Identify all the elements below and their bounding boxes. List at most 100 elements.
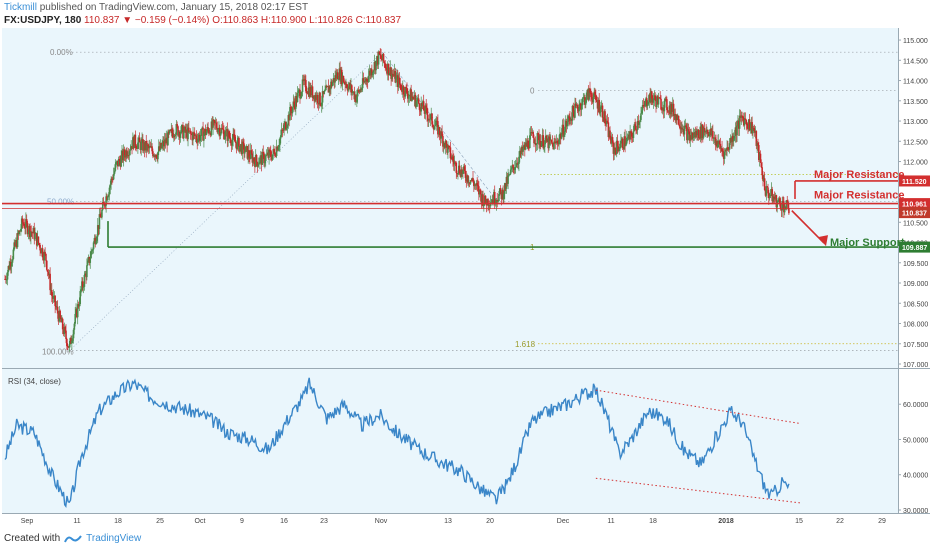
price-candle — [430, 113, 433, 115]
price-candle — [382, 53, 385, 62]
price-candle — [734, 127, 737, 136]
price-candle — [743, 118, 746, 126]
resistance-1-price-tag: 111.520 — [902, 179, 927, 186]
price-candle — [277, 147, 280, 151]
tradingview-brand[interactable]: TradingView — [86, 533, 142, 544]
symbol-line: FX:USDJPY, 180 110.837 ▼ −0.159 (−0.14%)… — [4, 15, 401, 26]
price-candle — [584, 97, 586, 105]
time-tick-label: 25 — [156, 518, 164, 525]
price-candle — [351, 92, 354, 94]
price-candle — [247, 149, 249, 159]
time-tick-label: 22 — [836, 518, 844, 525]
price-candle — [177, 126, 179, 136]
price-candle — [292, 101, 295, 108]
price-candle — [401, 89, 403, 93]
price-candle — [156, 157, 158, 160]
price-candle — [783, 206, 786, 213]
price-candle — [515, 163, 518, 168]
price-candle — [492, 199, 494, 203]
price-candle — [167, 131, 169, 146]
price-candle — [169, 130, 172, 131]
price-candle — [243, 143, 245, 154]
price-candle — [143, 142, 146, 151]
price-candle — [263, 153, 265, 164]
price-candle — [245, 146, 248, 147]
price-candle — [178, 132, 181, 138]
price-candle — [675, 114, 677, 121]
price-candle — [376, 56, 378, 61]
price-tick-label: 108.000 — [903, 322, 928, 329]
price-candle — [524, 144, 526, 150]
time-tick-label: 18 — [649, 518, 657, 525]
price-candle — [56, 306, 58, 308]
price-candle — [76, 309, 78, 318]
price-candle — [506, 176, 509, 184]
price-candle — [508, 174, 511, 176]
price-candle — [146, 144, 148, 151]
price-candle — [479, 189, 482, 195]
price-candle — [412, 97, 415, 100]
price-candle — [459, 173, 462, 177]
price-candle — [424, 105, 427, 114]
price-candle — [769, 194, 772, 196]
ohlc-values: O:110.863 H:110.900 L:110.826 C:110.837 — [212, 15, 402, 26]
price-candle — [239, 145, 241, 152]
price-candle — [171, 128, 173, 134]
price-candle — [229, 137, 231, 139]
price-candle — [726, 147, 728, 151]
price-candle — [326, 86, 329, 87]
price-candle — [260, 155, 263, 165]
price-candle — [152, 151, 154, 157]
price-candle — [227, 131, 229, 141]
price-candle — [324, 90, 326, 92]
price-candle — [412, 96, 414, 98]
price-candle — [40, 248, 43, 254]
price-candle — [153, 155, 156, 157]
price-candle — [116, 160, 118, 163]
price-candle — [676, 115, 679, 121]
price-candle — [397, 77, 400, 88]
price-candle — [150, 146, 153, 148]
price-candle — [471, 178, 473, 181]
price-candle — [293, 101, 295, 104]
price-candle — [573, 111, 575, 118]
price-candle — [391, 73, 394, 75]
price-candle — [366, 81, 369, 82]
price-candle — [632, 131, 635, 139]
price-candle — [544, 140, 546, 148]
published-text: published on TradingView.com, January 15… — [39, 2, 309, 13]
price-candle — [449, 147, 452, 159]
price-candle — [737, 120, 740, 129]
price-candle — [17, 233, 20, 235]
rsi-layer: RSI (34, close) — [4, 377, 801, 509]
price-candle — [727, 147, 729, 150]
price-candle — [694, 131, 697, 138]
price-candle — [601, 105, 604, 118]
price-candle — [765, 186, 768, 196]
price-candle — [37, 236, 40, 244]
price-candle — [486, 199, 489, 206]
price-candle — [164, 139, 167, 144]
price-candle — [542, 135, 544, 149]
price-candle — [428, 119, 431, 121]
rsi-axis-ticks: 60.0000 50.0000 40.0000 30.0000 — [898, 402, 928, 515]
price-candle — [319, 92, 321, 105]
price-tick-label: 114.000 — [903, 79, 928, 86]
price-candle — [69, 338, 71, 345]
price-tick-label: 112.500 — [903, 139, 928, 146]
price-candle — [437, 121, 439, 135]
price-candle — [529, 135, 531, 149]
price-candle — [212, 119, 214, 128]
symbol-name[interactable]: FX:USDJPY, 180 — [4, 15, 82, 26]
price-candle — [272, 149, 275, 155]
price-candle — [371, 72, 374, 76]
price-candle — [519, 150, 521, 157]
price-candle — [500, 191, 503, 200]
publisher-name[interactable]: Tickmill — [4, 2, 37, 13]
price-candle — [487, 199, 489, 206]
price-candle — [344, 82, 346, 85]
price-candle — [10, 261, 12, 267]
price-candle — [81, 281, 84, 288]
price-candle — [51, 289, 53, 296]
